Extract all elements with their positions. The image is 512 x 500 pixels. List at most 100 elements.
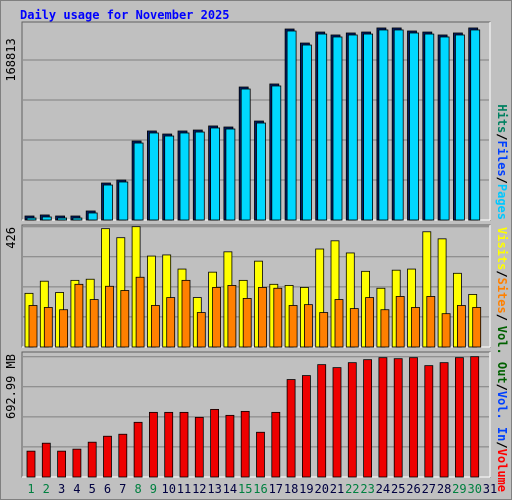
y-tick-label: 426 bbox=[4, 227, 18, 249]
bar bbox=[212, 287, 222, 348]
bar bbox=[301, 375, 311, 478]
bar bbox=[41, 216, 52, 221]
x-tick-label: 15 bbox=[238, 482, 252, 496]
side-label: Hits/Files/Pages bbox=[495, 104, 509, 220]
bar bbox=[288, 305, 298, 348]
bar bbox=[120, 290, 130, 348]
bar bbox=[194, 131, 205, 221]
bar bbox=[103, 184, 113, 221]
x-tick-label: 26 bbox=[406, 482, 420, 496]
bar bbox=[424, 365, 434, 478]
x-tick-label: 20 bbox=[314, 482, 328, 496]
side-label-text: Volume bbox=[495, 449, 509, 492]
side-label-text: Pages bbox=[495, 184, 509, 220]
bar bbox=[470, 29, 481, 221]
bar bbox=[242, 298, 252, 348]
bar bbox=[225, 414, 235, 478]
x-tick-label: 5 bbox=[89, 482, 96, 496]
bar bbox=[57, 217, 67, 221]
bar bbox=[317, 33, 328, 221]
side-label-separator: / bbox=[495, 384, 509, 391]
bar bbox=[103, 435, 112, 478]
bar bbox=[57, 450, 66, 478]
bar bbox=[439, 362, 449, 478]
side-label-text: Visits bbox=[495, 227, 509, 270]
x-tick-label: 11 bbox=[177, 482, 191, 496]
bar bbox=[409, 357, 418, 478]
side-label-text: Files bbox=[495, 141, 509, 177]
bar bbox=[393, 358, 403, 478]
bar bbox=[72, 217, 83, 221]
bar bbox=[332, 36, 343, 221]
x-tick-label: 29 bbox=[452, 482, 466, 496]
bar bbox=[166, 297, 176, 348]
bar bbox=[150, 305, 160, 348]
bar bbox=[334, 299, 344, 348]
y-tick-label: 692.99 MB bbox=[4, 354, 18, 419]
bar bbox=[258, 287, 267, 348]
x-tick-label: 22 bbox=[345, 482, 359, 496]
side-label-text: Hits bbox=[495, 104, 509, 133]
bar bbox=[441, 313, 451, 348]
bar bbox=[454, 34, 465, 221]
x-tick-label: 23 bbox=[360, 482, 374, 496]
bar bbox=[347, 362, 357, 478]
bar bbox=[26, 450, 36, 478]
bar bbox=[317, 364, 327, 478]
bar bbox=[179, 411, 189, 478]
x-tick-label: 3 bbox=[58, 482, 65, 496]
x-tick-label: 25 bbox=[391, 482, 405, 496]
bar bbox=[26, 217, 37, 221]
bar bbox=[411, 307, 420, 348]
side-label-separator: / bbox=[495, 441, 509, 448]
bar bbox=[395, 296, 405, 348]
bar bbox=[456, 305, 466, 348]
x-tick-label: 28 bbox=[437, 482, 451, 496]
bar bbox=[378, 29, 389, 221]
side-label-separator: / bbox=[495, 314, 509, 321]
bar bbox=[378, 357, 388, 478]
x-tick-label: 19 bbox=[299, 482, 313, 496]
bar bbox=[59, 309, 68, 348]
bar bbox=[105, 285, 114, 348]
bar bbox=[319, 312, 329, 348]
bar bbox=[194, 416, 204, 478]
bar bbox=[256, 122, 266, 221]
bar bbox=[303, 304, 313, 348]
bar bbox=[363, 359, 373, 478]
x-tick-label: 2 bbox=[43, 482, 50, 496]
bar bbox=[148, 132, 159, 221]
bar bbox=[439, 36, 450, 221]
x-tick-label: 8 bbox=[134, 482, 141, 496]
bar bbox=[271, 411, 281, 478]
bar bbox=[380, 309, 390, 348]
side-label-text: Vol. Out bbox=[495, 326, 509, 384]
side-label-text: Sites bbox=[495, 278, 509, 314]
bar bbox=[347, 34, 358, 221]
bar bbox=[181, 279, 191, 348]
x-tick-label: 6 bbox=[104, 482, 111, 496]
x-tick-label: 24 bbox=[376, 482, 390, 496]
side-label: Vol. Out/Vol. In/Volume bbox=[495, 326, 509, 492]
bar bbox=[87, 212, 98, 221]
side-label-separator: / bbox=[495, 133, 509, 140]
bar bbox=[179, 132, 190, 221]
bar bbox=[256, 431, 265, 478]
bar bbox=[164, 135, 175, 221]
x-tick-label: 14 bbox=[223, 482, 237, 496]
x-tick-label: 4 bbox=[73, 482, 80, 496]
x-tick-label: 17 bbox=[269, 482, 283, 496]
x-tick-label: 13 bbox=[207, 482, 221, 496]
x-tick-label: 1 bbox=[27, 482, 34, 496]
x-tick-label: 27 bbox=[422, 482, 436, 496]
bar bbox=[164, 411, 174, 478]
bar bbox=[286, 379, 296, 478]
bar bbox=[118, 181, 129, 221]
side-label-separator: / bbox=[495, 177, 509, 184]
side-label-text: Vol. In bbox=[495, 391, 509, 442]
bar bbox=[118, 433, 128, 478]
y-tick-label: 168813 bbox=[4, 38, 18, 81]
x-tick-label: 7 bbox=[119, 482, 126, 496]
x-tick-label: 30 bbox=[467, 482, 481, 496]
